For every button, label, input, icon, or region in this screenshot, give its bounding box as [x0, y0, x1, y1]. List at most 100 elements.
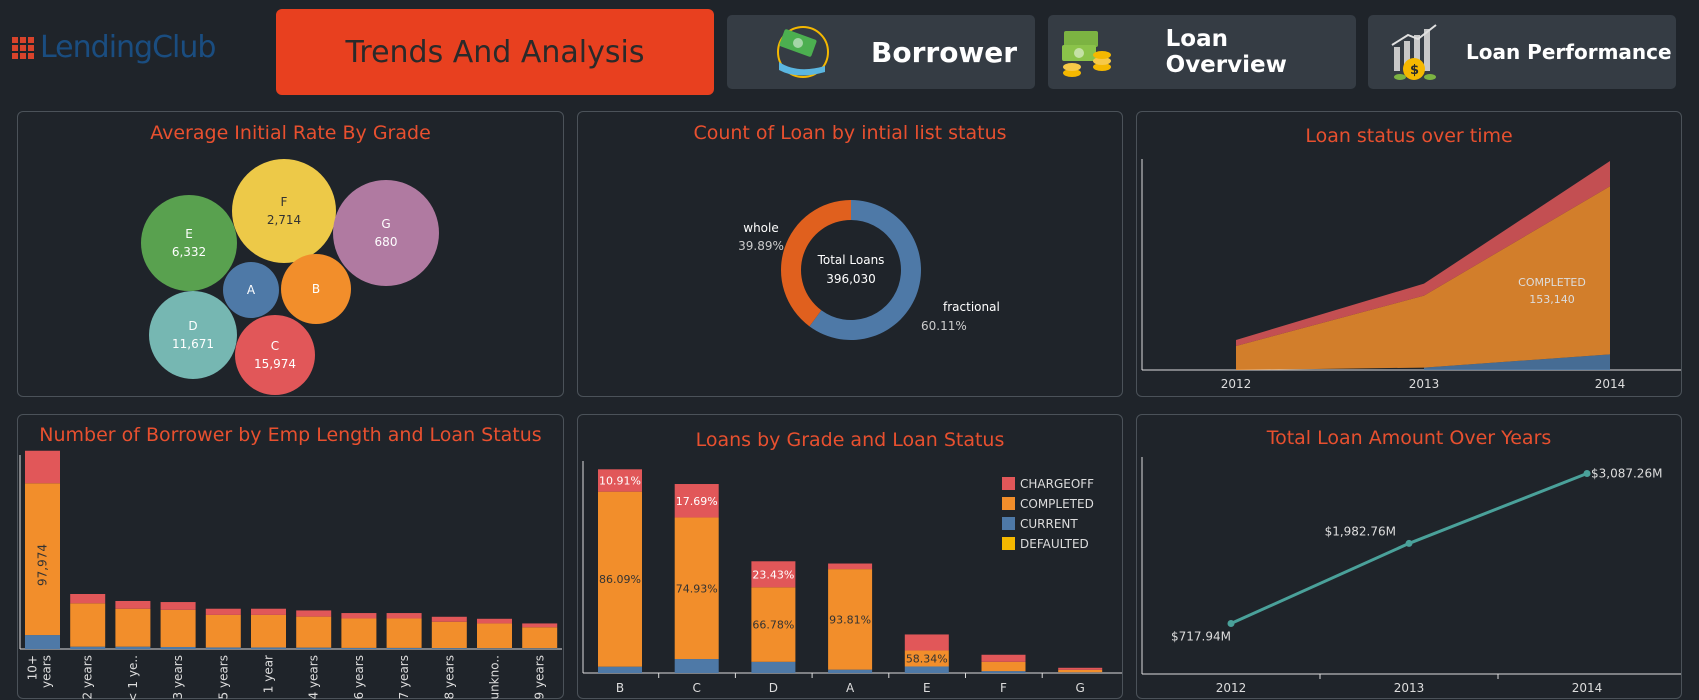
- grade-completed-pct: 86.09%: [599, 573, 641, 586]
- emp-bar-chargeoff: [25, 450, 60, 484]
- amount-chart-panel: Total Loan Amount Over Years $717.94M $1,…: [1136, 414, 1682, 699]
- emp-x-tick: unkno..: [488, 655, 502, 700]
- line-data-label: $3,087.26M: [1591, 466, 1662, 480]
- grade-x-tick: D: [769, 681, 778, 695]
- grade-bar-current: [598, 666, 642, 673]
- bubble-value: 15,974: [254, 357, 296, 371]
- bubble-grade-g: [333, 180, 439, 286]
- grade-completed-pct: 74.93%: [676, 582, 718, 595]
- emp-bar-completed: [296, 616, 332, 648]
- area-x-tick: 2013: [1409, 377, 1440, 391]
- donut-slice-whole: [781, 200, 851, 327]
- emp-x-tick: 10+: [26, 655, 40, 680]
- emp-x-tick: 8 years: [442, 655, 456, 699]
- bubble-label: G: [381, 217, 390, 231]
- tab-loan-performance[interactable]: $ Loan Performance: [1368, 15, 1676, 89]
- legend-swatch-completed: [1002, 497, 1015, 510]
- bubble-grade-d: [149, 291, 237, 379]
- emp-bar-chargeoff: [522, 623, 558, 628]
- line-x-tick: 2013: [1394, 681, 1425, 695]
- grade-chargeoff-pct: 10.91%: [599, 474, 641, 487]
- grade-bar-chargeoff: [981, 654, 1026, 662]
- emp-bar-completed: [522, 627, 558, 649]
- emp-bar-chargeoff: [115, 600, 151, 609]
- emp-bar-chargeoff: [205, 608, 241, 615]
- bubble-grade-f: [232, 159, 336, 263]
- area-chart-panel: Loan status over time 2012 2013 2014 COMPLE…: [1136, 111, 1682, 397]
- grade-chargeoff-pct: 23.43%: [752, 568, 794, 581]
- legend-label-defaulted: DEFAULTED: [1020, 537, 1089, 551]
- grade-chart-title: Loans by Grade and Loan Status: [695, 429, 1005, 451]
- emp-bar-chargeoff: [431, 616, 467, 622]
- emp-bar-current: [160, 646, 196, 649]
- grade-bar-chargeoff: [751, 561, 796, 588]
- emp-x-tick: 1 year: [262, 655, 276, 693]
- bubble-value: 11,671: [172, 337, 214, 351]
- grade-completed-pct: 93.81%: [829, 613, 871, 626]
- emp-x-tick: years: [40, 655, 54, 688]
- emp-x-tick: 3 years: [171, 655, 185, 699]
- grade-x-tick: A: [846, 681, 855, 695]
- emp-x-tick: 5 years: [216, 655, 230, 699]
- donut-center-label: Total Loans: [817, 253, 885, 267]
- legend-label-current: CURRENT: [1020, 517, 1078, 531]
- bubble-label: E: [185, 227, 193, 241]
- legend-label-chargeoff: CHARGEOFF: [1020, 477, 1094, 491]
- donut-pct-fractional: 60.11%: [921, 319, 967, 333]
- donut-pct-whole: 39.89%: [738, 239, 784, 253]
- logo-grid-icon: [12, 36, 34, 59]
- line-data-label: $1,982.76M: [1325, 524, 1396, 538]
- grade-bar-completed: [981, 661, 1026, 672]
- bubble-label: D: [188, 319, 197, 333]
- bubble-value: 2,714: [267, 213, 301, 227]
- legend-label-completed: COMPLETED: [1020, 497, 1094, 511]
- tab-loan-overview[interactable]: Loan Overview: [1048, 15, 1356, 89]
- tab-borrower[interactable]: Borrower: [727, 15, 1035, 89]
- emp-bar-chargeoff: [341, 613, 377, 619]
- grade-bar-current: [1058, 672, 1103, 673]
- donut-chart: Total Loans 396,030 fractional 60.11% whole 3…: [738, 200, 1000, 340]
- donut-label-fractional: fractional: [943, 300, 1000, 314]
- emp-x-tick: 7 years: [397, 655, 411, 699]
- emp-x-tick: 9 years: [533, 655, 547, 699]
- emp-bar-current: [115, 646, 151, 649]
- tab-label: Trends And Analysis: [345, 34, 645, 70]
- emp-bar-completed: [115, 608, 151, 647]
- area-x-tick: 2012: [1221, 377, 1252, 391]
- grade-bar-completed: [598, 491, 642, 667]
- bubble-grade-c: [235, 315, 315, 395]
- legend-swatch-current: [1002, 517, 1015, 530]
- emp-bar-chargeoff: [296, 610, 332, 617]
- grade-x-tick: F: [1000, 681, 1007, 695]
- tab-trends-and-analysis[interactable]: Trends And Analysis: [276, 9, 714, 95]
- bubble-value: 6,332: [172, 245, 206, 259]
- bubble-grade-e: [141, 195, 237, 291]
- grade-bar-chargeoff: [1058, 667, 1103, 670]
- emp-bar-current: [296, 647, 332, 649]
- grade-x-tick: C: [693, 681, 701, 695]
- emp-bar-completed: [477, 623, 512, 649]
- logo-text: LendingClub: [40, 30, 216, 65]
- bubble-value: 680: [375, 235, 398, 249]
- line-data-label: $717.94M: [1171, 630, 1231, 644]
- bubble-label: A: [247, 283, 256, 297]
- area-chart: 2012 2013 2014 COMPLETED 153,140: [1141, 159, 1681, 391]
- bubble-chart: E 6,332 F 2,714 G 680 A B D 11,671 C 15,974: [141, 159, 439, 395]
- line-point: [1227, 620, 1235, 628]
- donut-chart-panel: Count of Loan by intial list status Tota…: [577, 111, 1123, 397]
- grade-x-tick: E: [923, 681, 931, 695]
- bubble-label: C: [271, 339, 279, 353]
- tab-label: Borrower: [871, 35, 1018, 69]
- donut-label-whole: whole: [743, 221, 778, 235]
- grade-x-tick: B: [616, 681, 624, 695]
- donut-slice-fractional: [809, 200, 921, 340]
- emp-length-chart-panel: Number of Borrower by Emp Length and Loa…: [17, 414, 564, 700]
- grade-bar-current: [981, 671, 1026, 673]
- grade-chargeoff-pct: 17.69%: [676, 495, 718, 508]
- line-point: [1583, 469, 1591, 477]
- emp-bar-completed: [70, 603, 106, 647]
- donut-chart-title: Count of Loan by intial list status: [693, 122, 1007, 144]
- emp-bar-completed: [160, 609, 196, 647]
- emp-bar-completed: [386, 618, 422, 648]
- amount-chart-title: Total Loan Amount Over Years: [1266, 427, 1552, 449]
